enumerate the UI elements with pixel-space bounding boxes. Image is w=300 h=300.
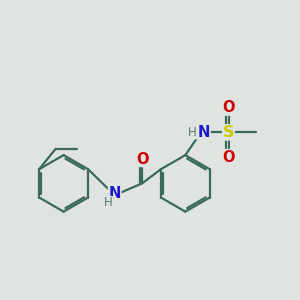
Text: N: N bbox=[198, 125, 210, 140]
Text: S: S bbox=[223, 125, 234, 140]
Text: H: H bbox=[188, 126, 197, 139]
Text: N: N bbox=[109, 186, 121, 201]
Text: O: O bbox=[222, 100, 235, 115]
Text: H: H bbox=[103, 196, 112, 209]
Text: O: O bbox=[136, 152, 148, 166]
Text: O: O bbox=[222, 150, 235, 165]
